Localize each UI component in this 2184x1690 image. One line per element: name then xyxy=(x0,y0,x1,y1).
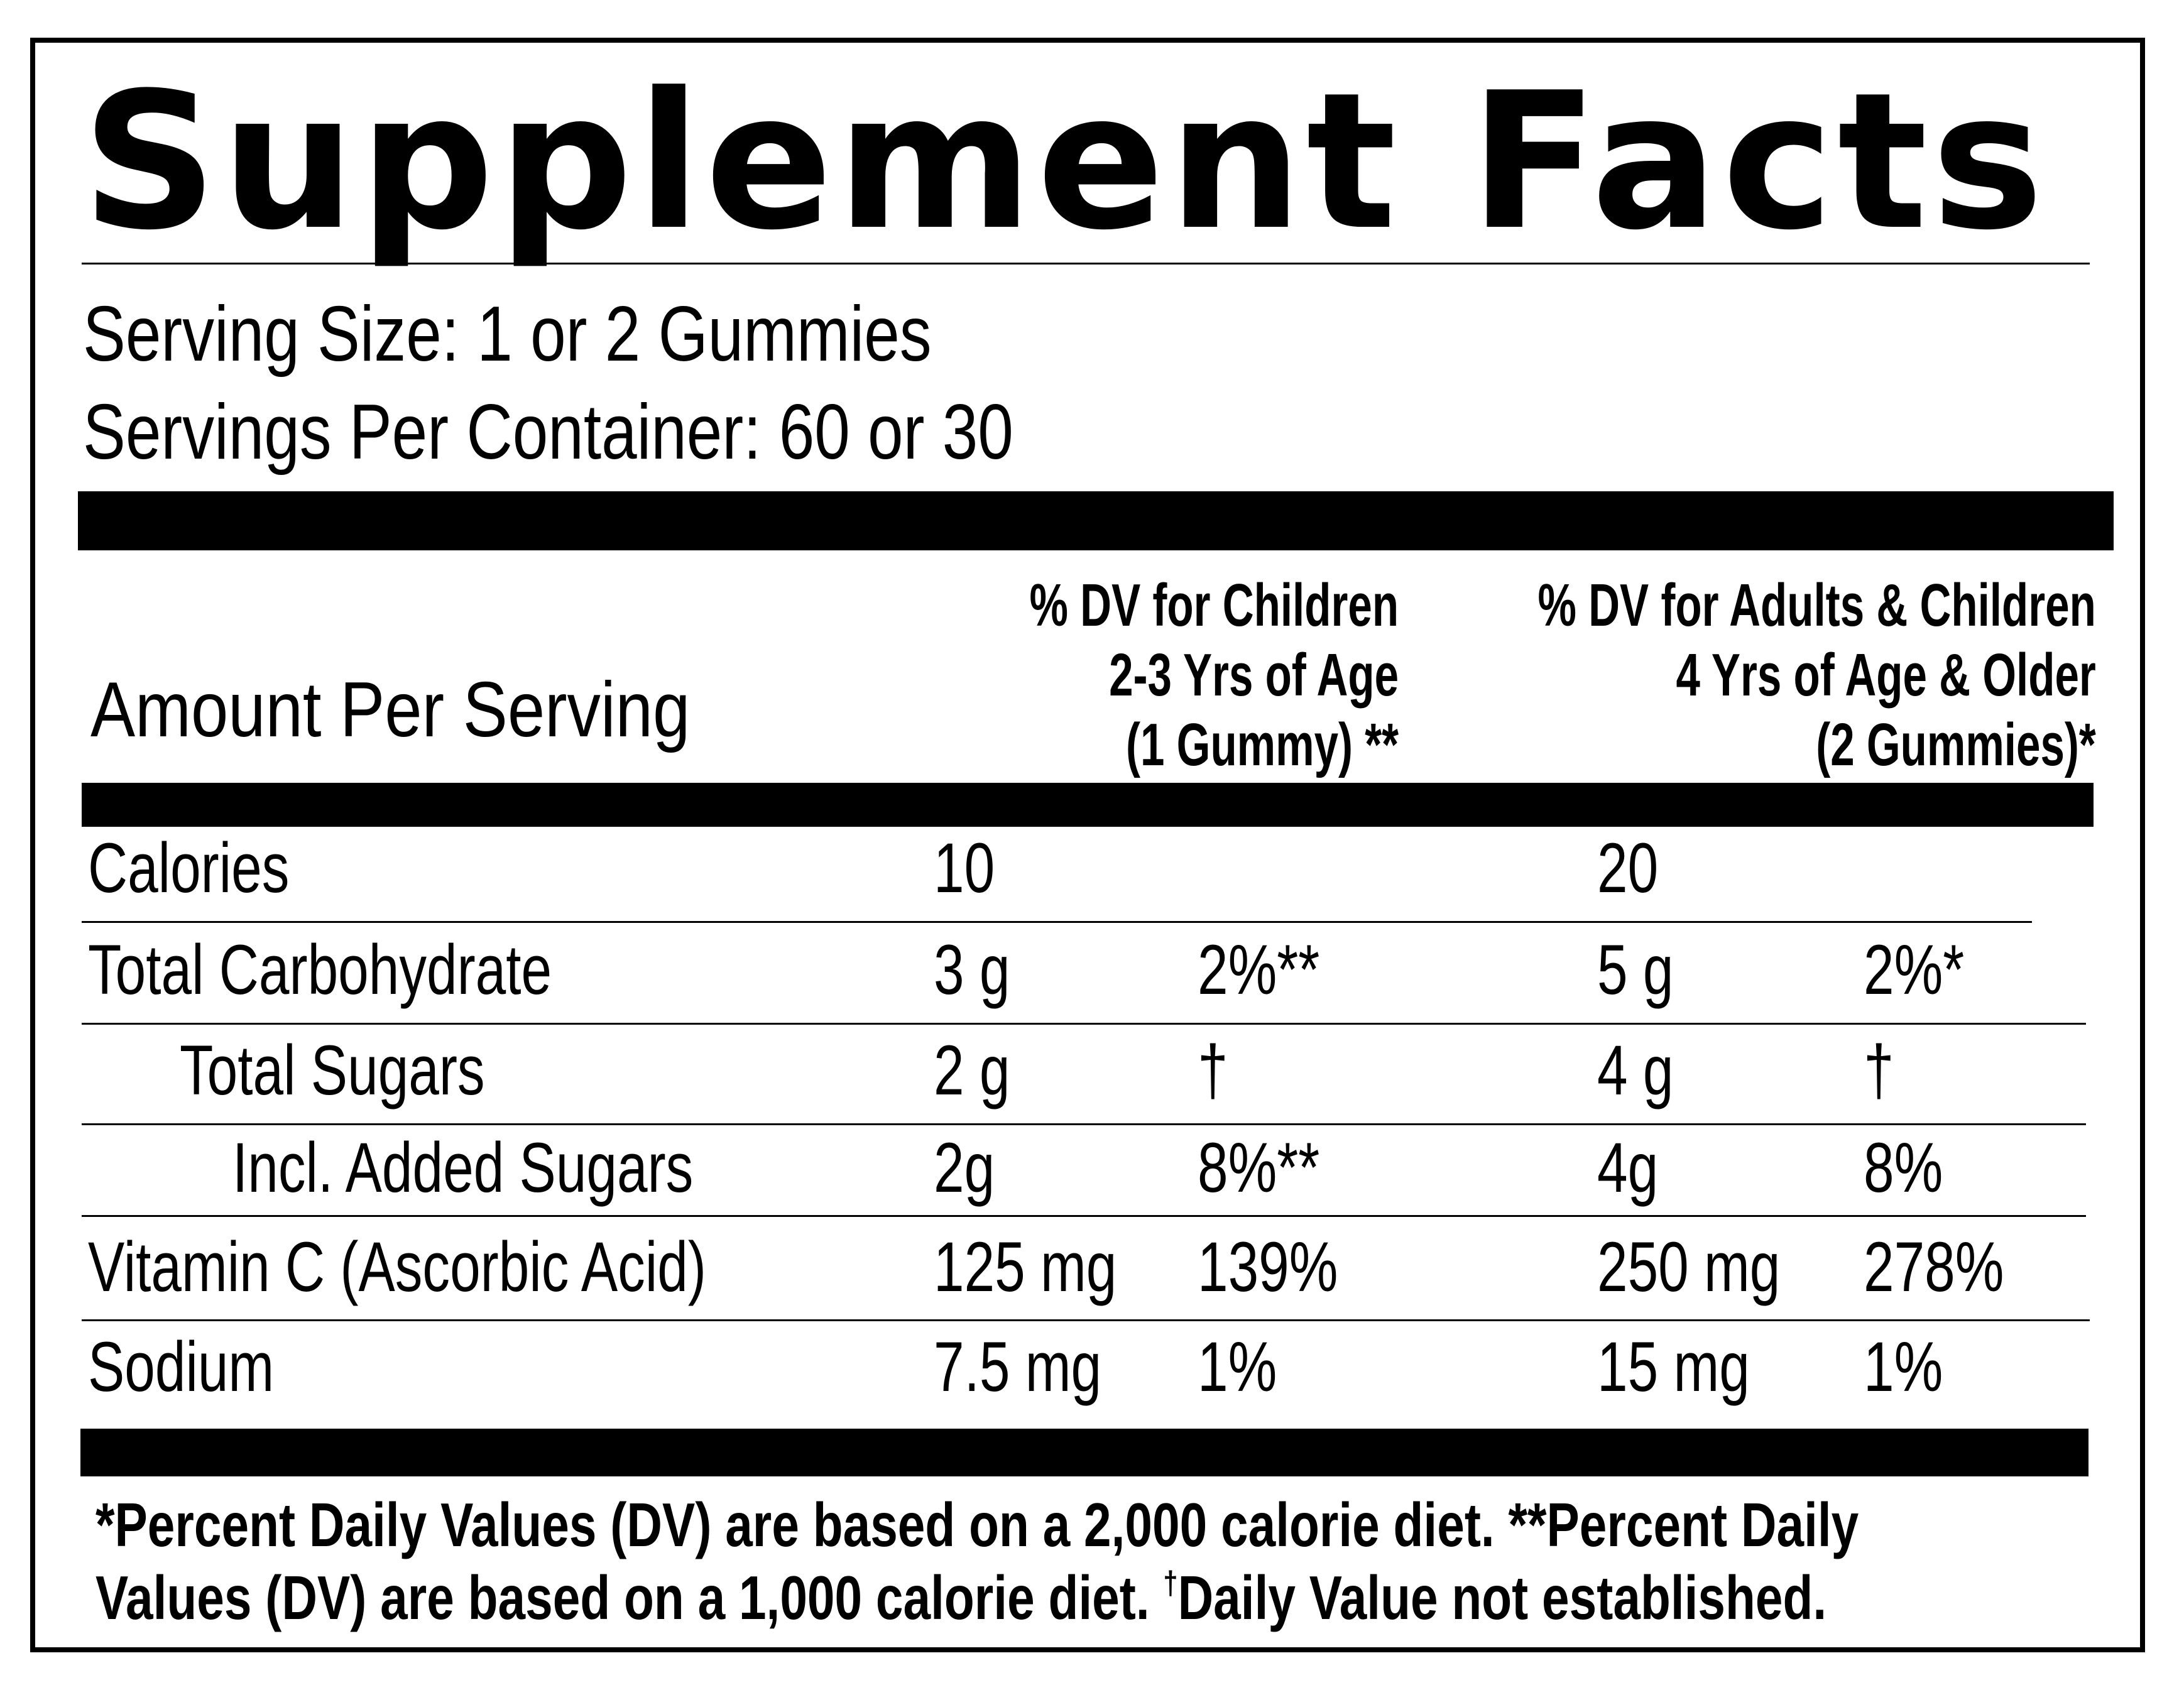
thick-divider-header xyxy=(82,783,2094,827)
row-sodium-adult-amount: 15 mg xyxy=(1597,1327,1750,1406)
footnote-line-2: Values (DV) are based on a 1,000 calorie… xyxy=(96,1567,1826,1628)
adults-dv-column-header: % DV for Adults & Children 4 Yrs of Age … xyxy=(1538,570,2096,780)
row-divider xyxy=(82,1215,2086,1217)
row-added-sugars-adult-dv: 8% xyxy=(1864,1128,1943,1207)
row-sodium-name: Sodium xyxy=(88,1327,275,1406)
dagger-symbol: † xyxy=(1163,1565,1178,1601)
row-vitamin-c-child-dv: 139% xyxy=(1198,1228,1338,1306)
supplement-facts-panel: Supplement Facts Serving Size: 1 or 2 Gu… xyxy=(30,38,2145,1652)
row-calories-name: Calories xyxy=(88,829,290,907)
row-added-sugars-adult-amount: 4g xyxy=(1597,1128,1659,1207)
adults-header-line-3: (2 Gummies)* xyxy=(1816,711,2096,778)
thick-divider-bottom xyxy=(80,1429,2088,1476)
row-total-sugars-adult-dv: † xyxy=(1864,1031,1894,1109)
row-vitamin-c-child-amount: 125 mg xyxy=(934,1228,1117,1306)
thick-divider-top xyxy=(78,491,2114,550)
row-total-sugars-adult-amount: 4 g xyxy=(1597,1031,1674,1109)
row-added-sugars-name: Incl. Added Sugars xyxy=(232,1128,694,1207)
row-added-sugars-child-dv: 8%** xyxy=(1198,1128,1320,1207)
adults-header-line-1: % DV for Adults & Children xyxy=(1537,572,2096,639)
row-sodium-adult-dv: 1% xyxy=(1864,1327,1943,1406)
row-total-carbohydrate-name: Total Carbohydrate xyxy=(88,930,552,1009)
row-total-carbohydrate-child-amount: 3 g xyxy=(934,930,1010,1009)
adults-header-line-2: 4 Yrs of Age & Older xyxy=(1676,641,2096,709)
row-divider xyxy=(82,1123,2086,1125)
footnote-line-2-end: Daily Value not established. xyxy=(1177,1563,1827,1632)
row-total-carbohydrate-adult-amount: 5 g xyxy=(1597,930,1674,1009)
children-header-line-1: % DV for Children xyxy=(1029,572,1399,639)
row-calories-child-amount: 10 xyxy=(934,829,995,907)
row-total-sugars-name: Total Sugars xyxy=(180,1031,485,1109)
row-total-sugars-child-amount: 2 g xyxy=(934,1031,1010,1109)
amount-per-serving-header: Amount Per Serving xyxy=(90,667,691,753)
row-vitamin-c-adult-amount: 250 mg xyxy=(1597,1228,1781,1306)
title-divider xyxy=(82,263,2090,264)
row-sodium-child-dv: 1% xyxy=(1198,1327,1277,1406)
row-calories-adult-amount: 20 xyxy=(1597,829,1659,907)
row-total-carbohydrate-child-dv: 2%** xyxy=(1198,930,1320,1009)
panel-title: Supplement Facts xyxy=(82,52,2048,271)
row-vitamin-c-adult-dv: 278% xyxy=(1864,1228,2004,1306)
footnote-line-2-start: Values (DV) are based on a 1,000 calorie… xyxy=(96,1563,1150,1632)
children-header-line-3: (1 Gummy) ** xyxy=(1125,711,1399,778)
row-added-sugars-child-amount: 2g xyxy=(934,1128,995,1207)
row-divider xyxy=(82,921,2032,923)
footnote-line-1: *Percent Daily Values (DV) are based on … xyxy=(96,1490,1859,1559)
row-divider xyxy=(82,1023,2086,1025)
children-header-line-2: 2-3 Yrs of Age xyxy=(1109,641,1399,709)
row-sodium-child-amount: 7.5 mg xyxy=(934,1327,1102,1406)
serving-size: Serving Size: 1 or 2 Gummies xyxy=(83,291,932,378)
row-divider xyxy=(82,1319,2090,1321)
children-dv-column-header: % DV for Children 2-3 Yrs of Age (1 Gumm… xyxy=(1029,570,1399,780)
row-total-carbohydrate-adult-dv: 2%* xyxy=(1864,930,1965,1009)
servings-per-container: Servings Per Container: 60 or 30 xyxy=(83,389,1013,476)
row-total-sugars-child-dv: † xyxy=(1198,1031,1228,1109)
row-vitamin-c-name: Vitamin C (Ascorbic Acid) xyxy=(88,1228,706,1306)
